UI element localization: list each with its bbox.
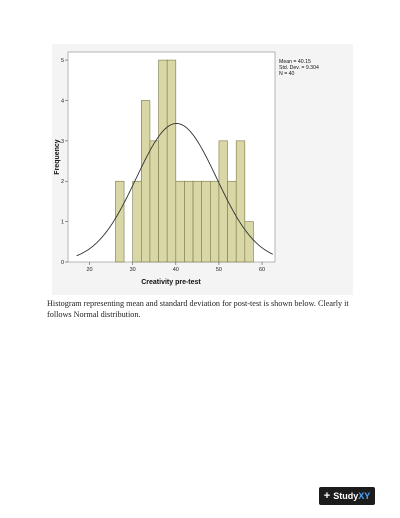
y-tick-label: 5 — [61, 58, 64, 64]
histogram-chart: 20 30 40 50 60 0 1 2 3 4 5 Creativity pre-test Fr… — [52, 44, 353, 295]
x-tick-label: 40 — [173, 267, 179, 273]
x-tick-label: 20 — [87, 267, 93, 273]
histogram-bar — [158, 59, 168, 263]
y-tick-label: 1 — [61, 220, 64, 226]
histogram-bar — [166, 59, 177, 263]
histogram-bar — [218, 140, 228, 263]
y-tick-label: 3 — [61, 139, 64, 145]
stats-legend: Mean = 40.15 Std. Dev. = 9.304 N = 40 — [279, 59, 319, 77]
stats-n: N = 40 — [279, 71, 295, 77]
histogram-bar — [141, 100, 151, 263]
x-tick-label: 50 — [216, 267, 222, 273]
caption-line-2: follows Normal distribution. — [47, 310, 141, 319]
caption-text: Histogram representing mean and standard… — [47, 298, 349, 320]
y-tick-label: 0 — [61, 260, 64, 266]
y-axis-label: Frequency — [54, 139, 61, 175]
normal-curve — [76, 123, 274, 257]
histogram-bar — [227, 180, 237, 263]
y-tick-label: 4 — [61, 98, 64, 104]
x-tick-label: 30 — [130, 267, 136, 273]
plus-icon: + — [323, 489, 331, 502]
histogram-bar — [132, 180, 142, 263]
brand-name-study: Study — [333, 491, 359, 501]
histogram-bar — [210, 180, 220, 263]
histogram-bar — [115, 180, 125, 263]
x-axis-label: Creativity pre-test — [141, 279, 201, 286]
caption-line-1: Histogram representing mean and standard… — [47, 299, 349, 308]
histogram-bar — [175, 180, 185, 263]
bars-group — [115, 59, 254, 263]
histogram-bar — [192, 180, 202, 263]
histogram-bar — [184, 180, 194, 263]
y-tick-label: 2 — [61, 179, 64, 185]
histogram-bar — [149, 140, 159, 263]
studyxy-badge[interactable]: + StudyXY — [319, 487, 375, 505]
x-axis: 20 30 40 50 60 — [87, 262, 265, 273]
stats-mean: Mean = 40.15 — [279, 59, 311, 65]
histogram-bar — [201, 180, 211, 263]
stats-sd: Std. Dev. = 9.304 — [279, 65, 319, 71]
x-tick-label: 60 — [259, 267, 265, 273]
histogram-bar — [235, 140, 246, 263]
brand-name-xy: XY — [358, 491, 371, 501]
y-axis: 0 1 2 3 4 5 — [61, 58, 68, 266]
histogram-bar — [244, 221, 254, 263]
